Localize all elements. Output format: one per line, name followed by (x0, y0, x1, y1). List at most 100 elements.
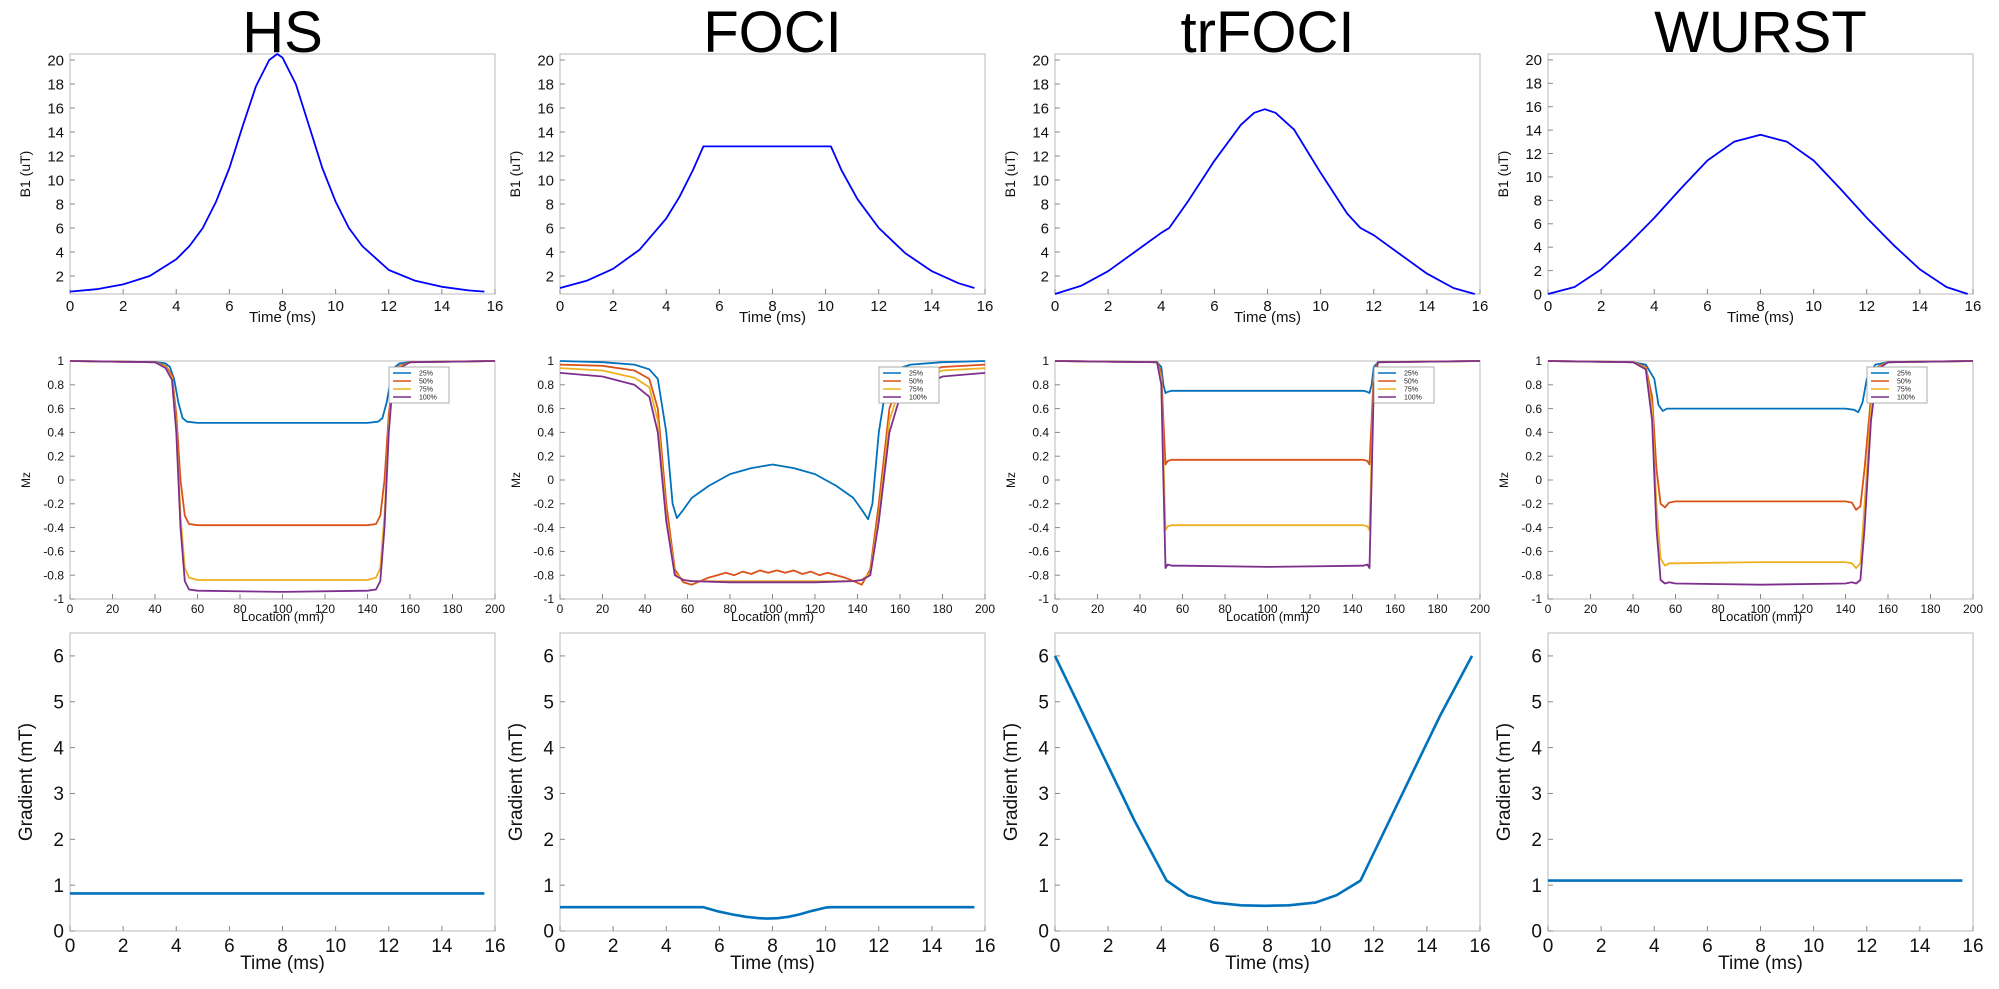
x-axis-label: Location (mm) (241, 609, 324, 624)
y-tick-label: 0.4 (1032, 426, 1049, 440)
y-tick-label: 0 (543, 922, 554, 943)
x-tick-label: 20 (1091, 602, 1105, 616)
y-tick-label: 0.4 (537, 426, 554, 440)
series-line-signal (1547, 133, 1968, 295)
x-tick-label: 10 (325, 936, 346, 957)
y-tick-label: 10 (1525, 169, 1542, 186)
y-axis-label: Mz (19, 472, 33, 488)
y-tick-label: -1 (53, 592, 64, 606)
x-tick-label: 0 (66, 298, 74, 315)
x-axis-label: Time (ms) (249, 309, 316, 326)
x-tick-label: 2 (1103, 936, 1114, 957)
y-tick-label: 6 (56, 220, 64, 237)
y-tick-label: 4 (1038, 738, 1049, 759)
plot-frame (69, 53, 496, 295)
x-tick-label: 60 (191, 602, 205, 616)
x-tick-label: 120 (315, 602, 335, 616)
y-tick-label: 4 (1534, 239, 1542, 256)
x-tick-label: 2 (119, 298, 127, 315)
x-axis-label: Time (ms) (1727, 309, 1794, 326)
x-tick-label: 0 (1543, 936, 1554, 957)
x-tick-label: 120 (1793, 602, 1813, 616)
y-tick-label: 2 (1531, 830, 1542, 851)
y-tick-label: 4 (543, 738, 554, 759)
series-line-25pct (1054, 360, 1481, 395)
x-tick-label: 200 (1963, 602, 1983, 616)
x-tick-label: 4 (171, 936, 182, 957)
y-tick-label: 0 (1042, 473, 1049, 487)
y-tick-label: 0.6 (47, 402, 64, 416)
x-axis-label: Time (ms) (1234, 309, 1301, 326)
y-tick-label: 1 (53, 876, 64, 897)
y-tick-label: 4 (1531, 738, 1542, 759)
x-tick-label: 140 (1835, 602, 1855, 616)
y-tick-label: -0.6 (1028, 545, 1049, 559)
x-tick-label: 14 (431, 936, 453, 957)
series-line-100pct (1547, 360, 1974, 586)
x-tick-label: 160 (1385, 602, 1405, 616)
x-tick-label: 0 (556, 298, 564, 315)
x-tick-label: 14 (434, 298, 451, 315)
y-tick-label: -0.4 (43, 521, 64, 535)
x-tick-label: 10 (1312, 298, 1329, 315)
y-tick-label: 8 (56, 196, 64, 213)
x-tick-label: 100 (272, 602, 292, 616)
series-line-signal (559, 145, 975, 289)
y-tick-label: -0.4 (1028, 521, 1049, 535)
x-tick-label: 120 (805, 602, 825, 616)
y-tick-label: -0.8 (533, 568, 554, 582)
x-tick-label: 180 (442, 602, 462, 616)
x-tick-label: 6 (714, 936, 725, 957)
x-tick-label: 8 (768, 298, 776, 315)
series-line-signal (560, 905, 975, 920)
series-line-signal (1054, 108, 1475, 295)
y-tick-label: 6 (53, 647, 64, 668)
plot-frame (1547, 53, 1974, 295)
x-tick-label: 14 (1419, 298, 1436, 315)
y-tick-label: 1 (543, 876, 554, 897)
y-tick-label: 2 (543, 830, 554, 851)
legend-label: 100% (909, 395, 927, 402)
y-tick-label: 0.6 (1525, 402, 1542, 416)
legend: 25%50%75%100% (1373, 366, 1435, 404)
x-tick-label: 6 (1703, 298, 1711, 315)
y-tick-label: 0.8 (1525, 378, 1542, 392)
x-tick-label: 120 (1300, 602, 1320, 616)
y-tick-label: 0 (53, 922, 64, 943)
x-axis-label: Time (ms) (730, 953, 815, 974)
series-line-50pct (559, 363, 986, 586)
series-line-75pct (1547, 360, 1974, 569)
y-tick-label: 2 (56, 268, 64, 285)
x-tick-label: 80 (233, 602, 247, 616)
x-tick-label: 10 (1805, 298, 1822, 315)
y-tick-label: 12 (47, 148, 64, 165)
panel-FOCI-mz: 0 20 40 60 80 100 120 140 160 180 200 -1 -0.8 -0.6 -0.… (509, 354, 995, 624)
y-tick-label: 6 (546, 220, 554, 237)
y-tick-label: 0.4 (47, 426, 64, 440)
x-tick-label: 2 (609, 298, 617, 315)
y-tick-label: 3 (1038, 784, 1049, 805)
x-tick-label: 12 (870, 298, 887, 315)
x-tick-label: 0 (555, 936, 566, 957)
series-line-100pct (559, 372, 986, 584)
y-tick-label: 0.8 (47, 378, 64, 392)
y-tick-label: 12 (537, 148, 554, 165)
y-tick-label: 0.6 (1032, 402, 1049, 416)
x-tick-label: 10 (1803, 936, 1824, 957)
y-tick-label: 0.4 (1525, 426, 1542, 440)
y-axis-label: Gradient (mT) (16, 723, 37, 841)
x-tick-label: 4 (1649, 936, 1660, 957)
y-axis-label: Gradient (mT) (1001, 723, 1022, 841)
x-axis-label: Location (mm) (1719, 609, 1802, 624)
y-tick-label: 0.6 (537, 402, 554, 416)
x-tick-label: 14 (921, 936, 943, 957)
x-tick-label: 8 (1755, 936, 1766, 957)
y-tick-label: 14 (1525, 122, 1542, 139)
y-tick-label: 0.8 (537, 378, 554, 392)
y-tick-label: -0.4 (1521, 521, 1542, 535)
x-tick-label: 0 (557, 602, 564, 616)
legend-label: 50% (1404, 379, 1418, 386)
x-tick-label: 16 (974, 936, 995, 957)
